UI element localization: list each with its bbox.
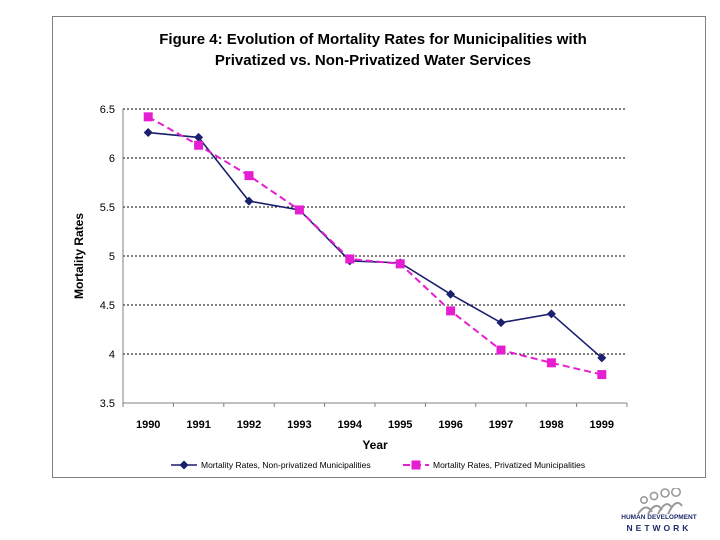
data-point [446, 306, 456, 316]
x-tick-label: 1997 [489, 419, 513, 431]
data-point [546, 358, 556, 368]
legend-item-1: Mortality Rates, Non-privatized Municipa… [171, 460, 371, 470]
series-line [148, 131, 603, 359]
x-tick-label: 1995 [388, 419, 412, 431]
data-point [143, 112, 153, 122]
series-line [147, 115, 603, 376]
chart-title: Figure 4: Evolution of Mortality Rates f… [159, 31, 587, 69]
data-point [244, 171, 254, 181]
y-tick-label: 5 [109, 251, 115, 263]
y-tick-label: 5.5 [100, 202, 115, 214]
x-tick-label: 1998 [539, 419, 563, 431]
data-point [194, 140, 204, 150]
data-point [143, 128, 153, 138]
series [143, 112, 607, 380]
y-tick-label: 6.5 [100, 104, 115, 116]
data-point [345, 254, 355, 264]
chart-title-line: Figure 4: Evolution of Mortality Rates f… [159, 31, 587, 48]
x-tick-label: 1996 [438, 419, 462, 431]
series-1 [143, 128, 607, 363]
y-tick-label: 4 [109, 349, 115, 361]
x-tick-label: 1990 [136, 419, 160, 431]
x-tick-label: 1991 [186, 419, 210, 431]
legend-label: Mortality Rates, Privatized Municipaliti… [433, 460, 585, 470]
mortality-line-chart: Figure 4: Evolution of Mortality Rates f… [72, 31, 628, 470]
chart-title-line: Privatized vs. Non-Privatized Water Serv… [215, 52, 531, 69]
logo-line-1: HUMAN DEVELOPMENT [621, 514, 697, 521]
x-tick-label: 1994 [338, 419, 363, 431]
legend-item-2: Mortality Rates, Privatized Municipaliti… [403, 460, 585, 470]
data-point [294, 205, 304, 215]
data-point [446, 289, 456, 299]
legend-marker [411, 460, 421, 470]
y-tick-labels: 3.5 4 4.5 5 5.5 6 6.5 [100, 104, 115, 410]
y-tick-label: 3.5 [100, 398, 115, 410]
x-axis-label: Year [362, 438, 388, 452]
x-tick-label: 1999 [590, 419, 614, 431]
series-2 [143, 112, 607, 380]
data-point [496, 345, 506, 355]
x-tick-label: 1993 [287, 419, 311, 431]
legend-label: Mortality Rates, Non-privatized Municipa… [201, 460, 371, 470]
x-tick-label: 1992 [237, 419, 261, 431]
data-point [395, 259, 405, 269]
data-point [496, 318, 506, 328]
logo-line-2: NETWORK [626, 523, 692, 533]
legend: Mortality Rates, Non-privatized Municipa… [171, 460, 585, 470]
data-point [546, 309, 556, 319]
y-tick-label: 6 [109, 153, 115, 165]
data-point [194, 132, 204, 142]
data-point [597, 353, 607, 363]
legend-marker [179, 460, 189, 470]
people-icon [637, 488, 683, 515]
data-point [244, 196, 254, 206]
gridlines [123, 108, 627, 355]
data-point [597, 370, 607, 380]
chart-frame: Figure 4: Evolution of Mortality Rates f… [52, 16, 706, 478]
x-tick-labels: 1990 1991 1992 1993 1994 1995 1996 1997 1998 1999 [122, 403, 628, 431]
human-development-network-logo: HUMAN DEVELOPMENT NETWORK [616, 488, 706, 538]
y-tick-label: 4.5 [100, 300, 115, 312]
y-axis-label: Mortality Rates [72, 213, 86, 299]
